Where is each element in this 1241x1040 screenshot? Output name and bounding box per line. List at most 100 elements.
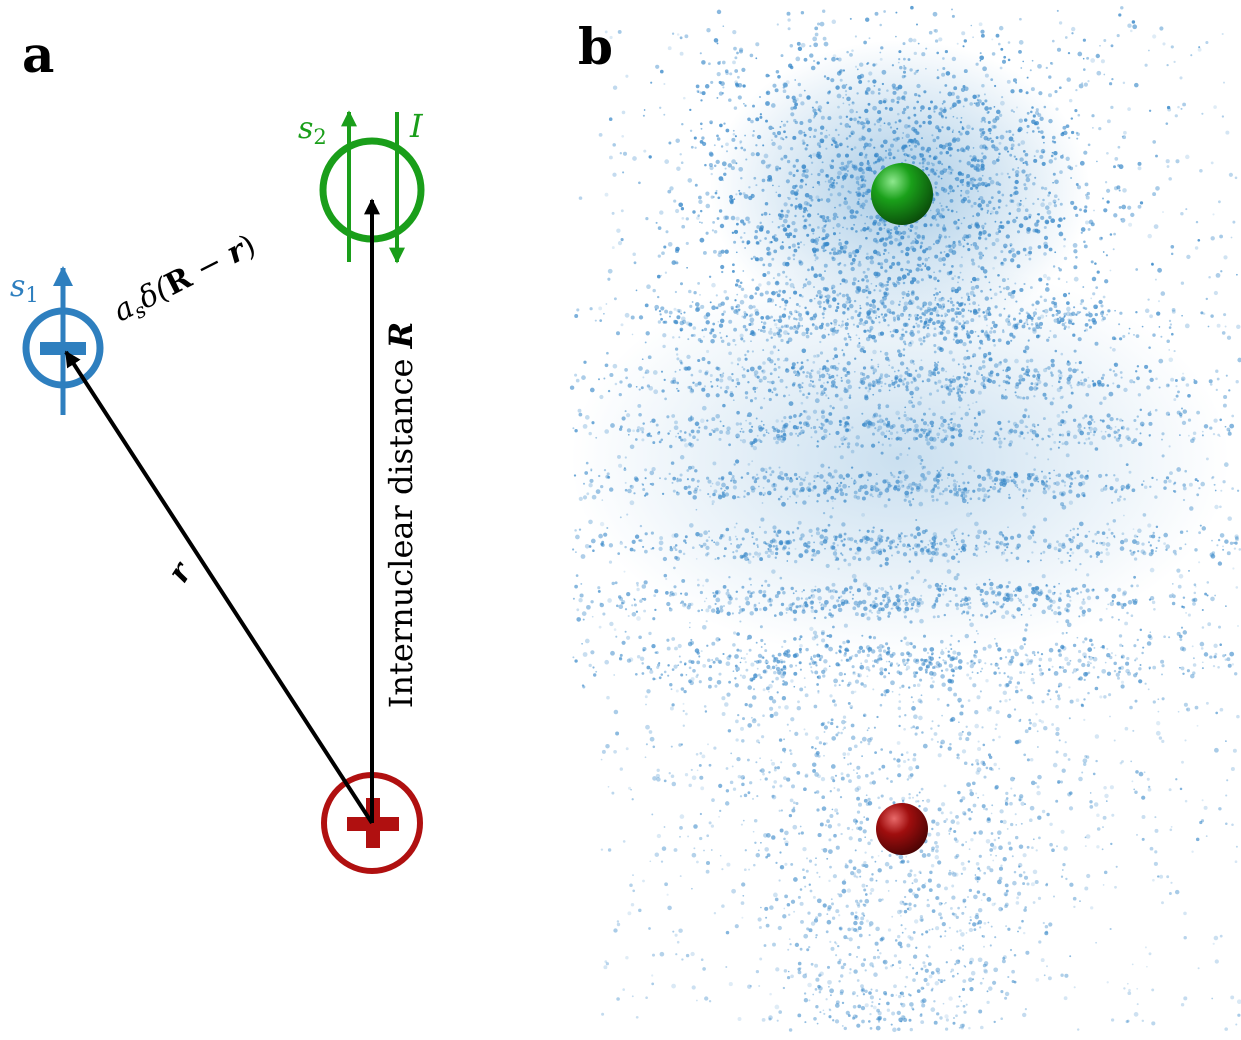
density-dot xyxy=(958,488,962,492)
density-dot xyxy=(839,167,841,169)
density-dot xyxy=(1067,552,1069,554)
density-dot xyxy=(804,307,806,309)
density-dot xyxy=(1075,256,1078,259)
density-dot xyxy=(843,367,846,370)
density-dot xyxy=(1046,339,1049,342)
density-dot xyxy=(1040,130,1044,134)
density-dot xyxy=(1148,412,1152,416)
density-dot xyxy=(873,526,875,528)
density-dot xyxy=(755,57,757,59)
density-dot xyxy=(722,86,724,88)
density-dot xyxy=(987,212,989,214)
density-dot xyxy=(616,331,620,335)
density-dot xyxy=(982,255,984,257)
density-dot xyxy=(909,229,912,232)
density-dot xyxy=(574,314,578,318)
density-dot xyxy=(1034,598,1038,602)
density-dot xyxy=(829,609,831,611)
density-dot xyxy=(879,219,882,222)
density-dot xyxy=(662,493,664,495)
density-dot xyxy=(1061,434,1064,437)
density-dot xyxy=(786,477,789,480)
density-dot xyxy=(631,604,633,606)
density-dot xyxy=(899,374,902,377)
density-dot xyxy=(1074,477,1076,479)
density-dot xyxy=(755,117,759,121)
density-dot xyxy=(821,410,825,414)
density-dot xyxy=(756,225,760,229)
density-dot xyxy=(1133,438,1137,442)
density-dot xyxy=(644,468,647,471)
density-dot xyxy=(617,552,620,555)
density-dot xyxy=(1039,117,1043,121)
density-dot xyxy=(996,136,999,139)
density-dot xyxy=(728,576,730,578)
density-dot xyxy=(953,339,955,341)
density-dot xyxy=(680,593,682,595)
density-dot xyxy=(728,320,732,324)
density-dot xyxy=(842,227,844,229)
density-dot xyxy=(937,486,940,489)
density-dot xyxy=(811,436,813,438)
density-dot xyxy=(1075,89,1077,91)
density-dot xyxy=(1118,146,1121,149)
density-dot xyxy=(908,314,912,318)
density-dot xyxy=(909,417,912,420)
density-dot xyxy=(733,130,735,132)
density-dot xyxy=(723,173,726,176)
density-dot xyxy=(661,438,664,441)
density-dot xyxy=(792,244,796,248)
density-dot xyxy=(952,15,955,18)
density-dot xyxy=(862,127,865,130)
density-dot xyxy=(1217,378,1220,381)
density-dot xyxy=(929,437,934,442)
density-dot xyxy=(708,62,711,65)
density-dot xyxy=(676,557,681,562)
density-dot xyxy=(942,57,945,60)
density-dot xyxy=(1066,307,1071,312)
density-dot xyxy=(689,305,692,308)
density-dot xyxy=(737,76,740,79)
density-dot xyxy=(765,291,769,295)
density-dot xyxy=(750,399,753,402)
density-dot xyxy=(797,362,799,364)
density-dot xyxy=(999,445,1002,448)
density-dot xyxy=(1020,308,1024,312)
density-dot xyxy=(1037,127,1040,130)
density-dot xyxy=(820,132,823,135)
density-dot xyxy=(1123,388,1127,392)
density-dot xyxy=(1054,204,1057,207)
density-dot xyxy=(948,236,950,238)
density-dot xyxy=(709,433,712,436)
density-dot xyxy=(842,84,847,89)
density-dot xyxy=(976,212,980,216)
density-dot xyxy=(775,534,777,536)
density-dot xyxy=(696,85,700,89)
density-dot xyxy=(929,421,934,426)
density-dot xyxy=(811,199,814,202)
density-dot xyxy=(1081,232,1083,234)
density-dot xyxy=(782,138,784,140)
density-dot xyxy=(691,430,695,434)
density-dot xyxy=(596,489,601,494)
density-dot xyxy=(902,297,904,299)
density-dot xyxy=(589,432,592,435)
density-dot xyxy=(970,430,972,432)
density-dot xyxy=(847,445,850,448)
density-dot xyxy=(994,256,997,259)
density-dot xyxy=(749,422,752,425)
density-dot xyxy=(952,250,957,255)
density-dot xyxy=(888,252,890,254)
density-dot xyxy=(952,387,955,390)
density-dot xyxy=(891,554,893,556)
density-dot xyxy=(929,393,932,396)
density-dot xyxy=(865,18,869,22)
density-dot xyxy=(785,486,788,489)
density-dot xyxy=(836,374,838,376)
density-dot xyxy=(1002,278,1006,282)
density-dot xyxy=(768,544,772,548)
density-dot xyxy=(676,492,680,496)
density-dot xyxy=(813,475,817,479)
density-dot xyxy=(863,350,866,353)
density-dot xyxy=(1000,250,1003,253)
